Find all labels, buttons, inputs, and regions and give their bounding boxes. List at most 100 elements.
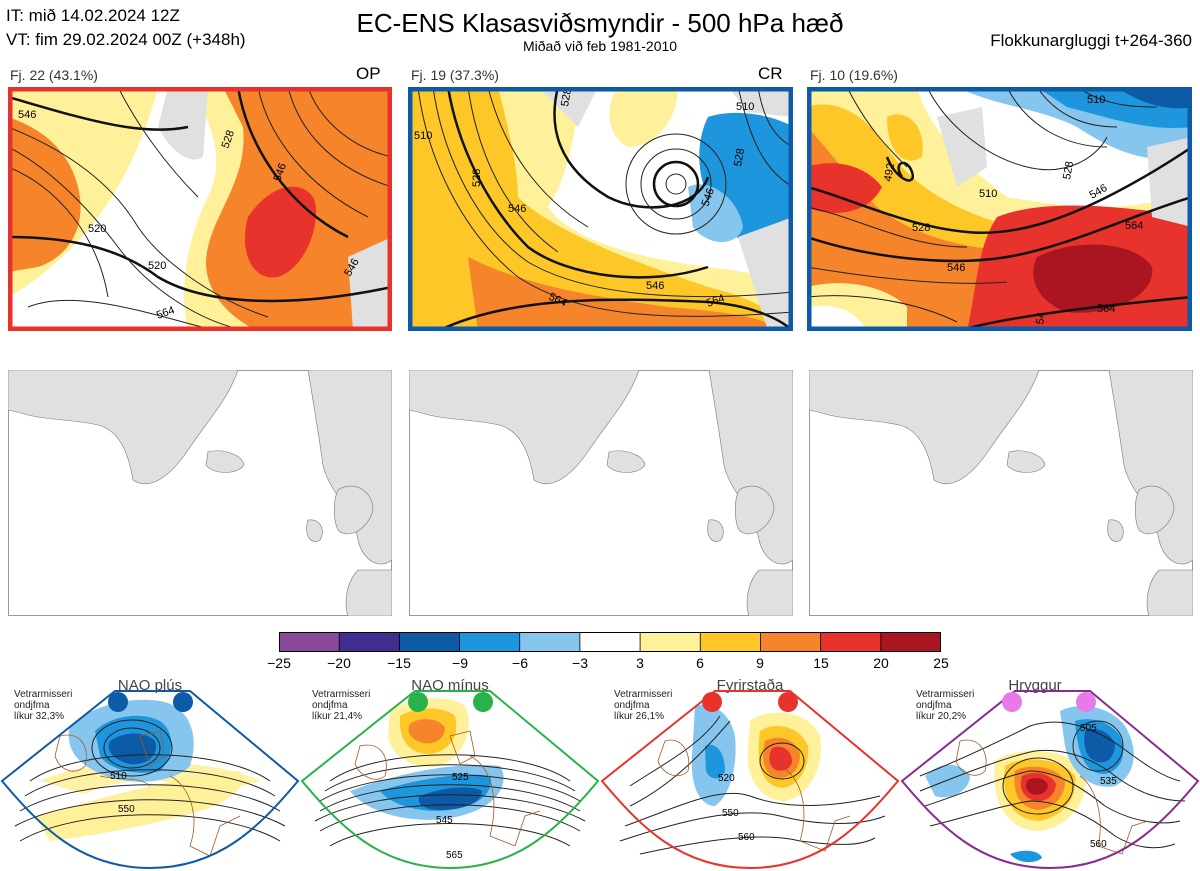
regime-contour-label: 550: [722, 808, 739, 819]
regime-dot: [1076, 692, 1096, 712]
cluster-2-map: 510 528 546 528 546 564 528 510 546 564: [408, 87, 793, 331]
regime-months: ondjfma: [916, 700, 952, 711]
contour-label: 528: [220, 129, 238, 150]
colorbar-tick: 3: [636, 655, 644, 671]
regime-months: ondjfma: [312, 700, 348, 711]
contour-label: 510: [1087, 94, 1105, 106]
cluster-3-map: 510 492 510 528 546 564 528 546 564 54: [807, 87, 1192, 331]
contour-label: 546: [700, 187, 718, 208]
initial-time: IT: mið 14.02.2024 12Z: [6, 6, 180, 25]
regime-dot: [1002, 692, 1022, 712]
colorbar-ticks: −25 −20 −15 −9 −6 −3 3 6 9 15 20 25: [267, 655, 949, 673]
contour-label: 546: [947, 262, 965, 274]
regime-season: Vetrarmisseri: [312, 689, 371, 700]
colorbar-tick: −20: [327, 655, 351, 671]
contour-label: 528: [1061, 160, 1076, 180]
valid-time: VT: fim 29.02.2024 00Z (+348h): [6, 30, 246, 49]
cluster-1-label: Fj. 22 (43.1%): [10, 67, 98, 83]
regime-dot: [702, 692, 722, 712]
regime-probability: líkur 32,3%: [14, 711, 65, 722]
regime-dot: [108, 692, 128, 712]
cluster-2-label: Fj. 19 (37.3%): [411, 67, 499, 83]
regime-name: Fyrirstaða: [716, 677, 784, 694]
cluster-1-tag: OP: [356, 64, 381, 83]
cluster-3-label: Fj. 10 (19.6%): [810, 67, 898, 83]
contour-label: 546: [272, 162, 290, 183]
colorbar-cell: [639, 631, 702, 653]
colorbar-tick: 20: [873, 655, 889, 671]
regime-blocking: Vetrarmisseri ondjfma líkur 26,1% Fyrirs…: [600, 676, 900, 871]
regime-name: NAO plús: [117, 677, 183, 694]
contour-label: 510: [414, 130, 432, 142]
colorbar-tick: 9: [756, 655, 764, 671]
regime-contour-label: 565: [446, 850, 463, 861]
regime-nao-plus: Vetrarmisseri ondjfma líkur 32,3% NAO pl…: [0, 676, 300, 871]
contour-label: 528: [732, 147, 747, 167]
cluster-2-border: [408, 87, 793, 331]
contour-label: 520: [148, 260, 166, 272]
colorbar-tick: −9: [452, 655, 468, 671]
regime-name: Hryggur: [1008, 677, 1062, 694]
cluster-1-border: [8, 87, 392, 331]
contour-label: 546: [646, 280, 664, 292]
colorbar-cell: [459, 631, 521, 653]
colorbar-tick: 6: [696, 655, 704, 671]
regime-dot: [173, 692, 193, 712]
contour-label: 510: [736, 101, 754, 113]
clustering-window: Flokkunargluggi t+264-360: [990, 31, 1192, 50]
regime-months: ondjfma: [14, 700, 50, 711]
colorbar-cell: [760, 631, 822, 653]
regime-nao-minus: Vetrarmisseri ondjfma líkur 21,4% NAO mí…: [300, 676, 600, 871]
colorbar-tick: −25: [267, 655, 291, 671]
regime-contour-label: 520: [718, 773, 735, 784]
colorbar: [278, 631, 942, 653]
regime-contour-label: 535: [1100, 776, 1117, 787]
empty-map-3: [809, 370, 1193, 616]
contour-label: 520: [88, 223, 106, 235]
colorbar-cell: [519, 631, 581, 653]
colorbar-tick: 25: [933, 655, 949, 671]
contour-label: 564: [705, 292, 726, 310]
colorbar-tick: −3: [572, 655, 588, 671]
regime-dot: [473, 692, 493, 712]
regime-dot: [778, 692, 798, 712]
colorbar-tick: −6: [512, 655, 528, 671]
regime-probability: líkur 21,4%: [312, 711, 363, 722]
empty-map-2: [409, 370, 793, 616]
colorbar-cell: [338, 631, 401, 653]
regime-probability: líkur 20,2%: [916, 711, 967, 722]
cluster-2-tag: CR: [758, 64, 783, 83]
contour-label: 546: [18, 109, 36, 121]
page-subtitle: Miðað við feb 1981-2010: [522, 38, 678, 54]
regime-months: ondjfma: [614, 700, 650, 711]
regime-ridge: Vetrarmisseri ondjfma líkur 20,2% Hryggu…: [900, 676, 1200, 871]
contour-label: 528: [471, 169, 483, 187]
colorbar-cell: [820, 631, 882, 653]
page-title: EC-ENS Klasasviðsmyndir - 500 hPa hæð: [356, 8, 844, 38]
cluster-1-map: 546 528 520 546 564 546 520: [8, 87, 392, 331]
colorbar-tick: 15: [813, 655, 829, 671]
contour-label: 546: [508, 203, 526, 215]
colorbar-cell: [699, 631, 762, 653]
regime-contour-label: 550: [118, 804, 135, 815]
regime-contour-label: 545: [436, 815, 453, 826]
contour-label: 528: [559, 87, 574, 107]
regime-contour-label: 505: [1080, 723, 1097, 734]
regime-contour-label: 510: [110, 771, 127, 782]
regime-probability: líkur 26,1%: [614, 711, 665, 722]
regime-name: NAO mínus: [411, 677, 489, 694]
regime-season: Vetrarmisseri: [614, 689, 673, 700]
contour-label: 564: [1097, 303, 1115, 315]
contour-label: 54: [1034, 311, 1048, 325]
colorbar-cell: [278, 631, 341, 653]
cluster-3-border: [807, 87, 1192, 331]
contour-label: 564: [1125, 220, 1143, 232]
colorbar-cell: [579, 631, 641, 653]
contour-label: 564: [155, 304, 176, 322]
colorbar-cell: [398, 631, 461, 653]
regime-contour-label: 525: [452, 772, 469, 783]
colorbar-cell: [880, 631, 942, 653]
contour-label: 528: [912, 222, 930, 234]
contour-label: 492: [882, 162, 897, 182]
regime-season: Vetrarmisseri: [916, 689, 975, 700]
